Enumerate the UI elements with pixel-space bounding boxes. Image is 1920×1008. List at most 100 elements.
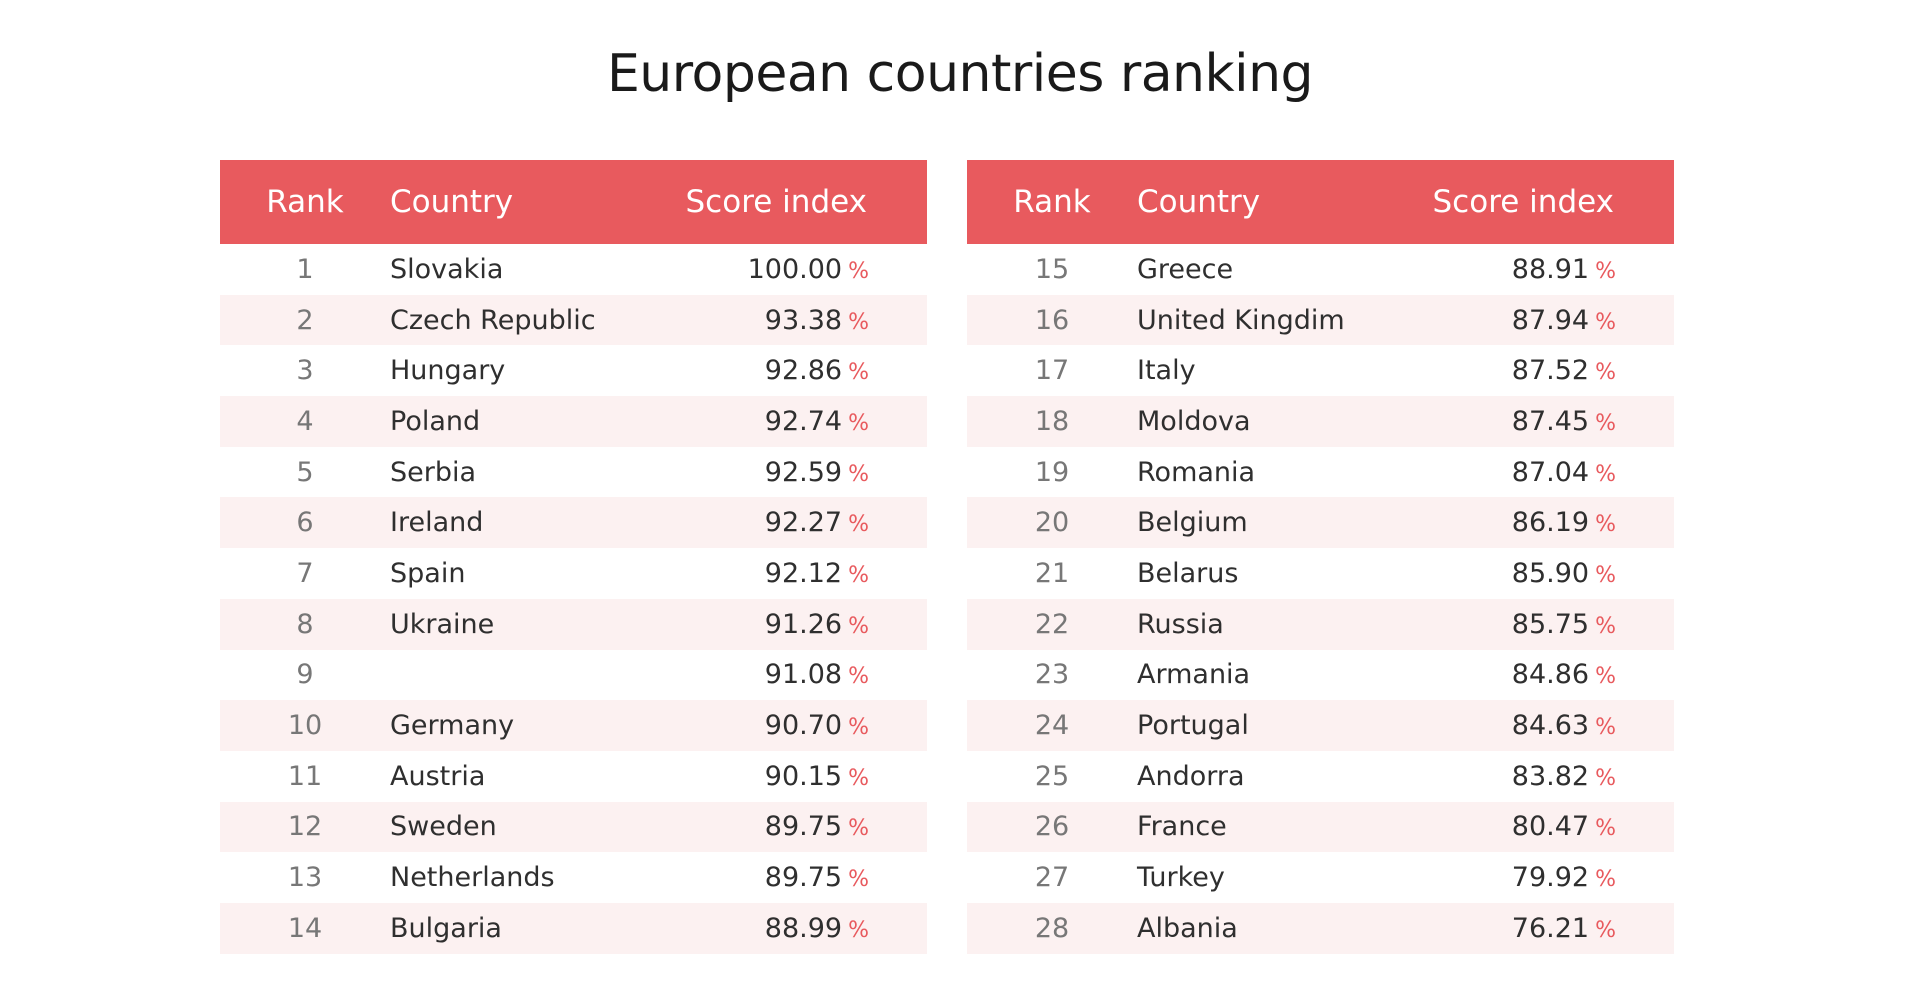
- table-row: 17 Italy 87.52%: [967, 345, 1674, 396]
- rank-cell: 9: [296, 659, 314, 691]
- score-cell: 92.74%: [657, 406, 927, 437]
- table-row: 6 Ireland 92.27%: [220, 497, 927, 549]
- table-row: 8 Ukraine 91.26%: [220, 598, 927, 650]
- country-cell: Serbia: [390, 456, 477, 488]
- percent-sign: %: [1595, 867, 1616, 893]
- percent-sign: %: [1595, 613, 1616, 639]
- score-value: 76.21: [1511, 912, 1590, 944]
- score-value: 92.12: [764, 557, 843, 589]
- percent-sign: %: [848, 461, 869, 487]
- country-cell: Bulgaria: [390, 912, 502, 944]
- country-cell: Spain: [390, 557, 466, 589]
- ranking-table-left: Rank Country Score index 1 Slovakia 100.00…: [220, 160, 927, 954]
- rank-cell: 2: [296, 304, 314, 336]
- table-row: 18 Moldova 87.45%: [967, 396, 1674, 447]
- score-value: 87.52: [1511, 355, 1590, 387]
- header-score-index[interactable]: Score index: [685, 184, 868, 220]
- rank-cell: 16: [1034, 304, 1070, 336]
- country-cell: Andorra: [1137, 760, 1245, 792]
- score-value: 88.91: [1511, 253, 1590, 285]
- score-value: 79.92: [1511, 862, 1590, 894]
- rank-cell: 18: [1034, 405, 1070, 437]
- table-header: Rank Country Score index: [220, 160, 927, 244]
- score-cell: 90.15%: [657, 761, 927, 792]
- ranking-table-right: Rank Country Score index 15 Greece 88.91% 1…: [967, 160, 1674, 954]
- percent-sign: %: [848, 715, 869, 741]
- percent-sign: %: [848, 410, 869, 436]
- country-cell: Armania: [1137, 659, 1251, 691]
- score-value: 92.59: [764, 456, 843, 488]
- score-value: 100.00: [747, 253, 843, 285]
- rank-cell: 23: [1034, 659, 1070, 691]
- score-cell: 90.70%: [657, 710, 927, 741]
- country-cell: France: [1137, 811, 1227, 843]
- table-row: 5 Serbia 92.59%: [220, 447, 927, 498]
- score-value: 87.04: [1511, 456, 1590, 488]
- table-row: 28 Albania 76.21%: [967, 902, 1674, 954]
- rank-cell: 26: [1034, 811, 1070, 843]
- score-value: 89.75: [764, 862, 843, 894]
- rank-cell: 19: [1034, 456, 1070, 488]
- score-cell: 84.63%: [1404, 710, 1674, 741]
- country-cell: Slovakia: [390, 253, 504, 285]
- score-value: 93.38: [764, 304, 843, 336]
- score-value: 92.27: [764, 507, 843, 539]
- country-cell: Turkey: [1137, 862, 1225, 894]
- rank-cell: 28: [1034, 912, 1070, 944]
- table-row: 13 Netherlands 89.75%: [220, 852, 927, 903]
- country-cell: Greece: [1137, 253, 1234, 285]
- percent-sign: %: [1595, 917, 1616, 943]
- header-score-index[interactable]: Score index: [1432, 184, 1615, 220]
- percent-sign: %: [848, 258, 869, 284]
- score-value: 89.75: [764, 811, 843, 843]
- header-rank[interactable]: Rank: [266, 184, 344, 220]
- country-cell: Portugal: [1137, 710, 1249, 742]
- percent-sign: %: [848, 867, 869, 893]
- table-row: 24 Portugal 84.63%: [967, 700, 1674, 751]
- percent-sign: %: [1595, 512, 1616, 538]
- rank-cell: 24: [1034, 710, 1070, 742]
- score-cell: 85.75%: [1404, 609, 1674, 640]
- header-rank[interactable]: Rank: [1013, 184, 1091, 220]
- percent-sign: %: [848, 664, 869, 690]
- score-cell: 80.47%: [1404, 811, 1674, 842]
- percent-sign: %: [1595, 816, 1616, 842]
- score-cell: 79.92%: [1404, 862, 1674, 893]
- rank-cell: 21: [1034, 557, 1070, 589]
- percent-sign: %: [848, 917, 869, 943]
- score-value: 86.19: [1511, 507, 1590, 539]
- percent-sign: %: [848, 613, 869, 639]
- country-cell: Russia: [1137, 608, 1224, 640]
- country-cell: Belgium: [1137, 507, 1248, 539]
- rank-cell: 6: [296, 507, 314, 539]
- score-cell: 88.91%: [1404, 254, 1674, 285]
- score-cell: 93.38%: [657, 305, 927, 336]
- score-value: 92.74: [764, 405, 843, 437]
- rank-cell: 8: [296, 608, 314, 640]
- score-cell: 89.75%: [657, 811, 927, 842]
- score-value: 91.08: [764, 659, 843, 691]
- score-value: 83.82: [1511, 760, 1590, 792]
- country-cell: Sweden: [390, 811, 497, 843]
- country-cell: Netherlands: [390, 862, 555, 894]
- score-cell: 85.90%: [1404, 558, 1674, 589]
- score-cell: 86.19%: [1404, 507, 1674, 538]
- score-cell: 84.86%: [1404, 659, 1674, 690]
- score-cell: 87.45%: [1404, 406, 1674, 437]
- percent-sign: %: [848, 360, 869, 386]
- header-country[interactable]: Country: [1137, 184, 1261, 220]
- percent-sign: %: [1595, 309, 1616, 335]
- header-country[interactable]: Country: [390, 184, 514, 220]
- rank-cell: 5: [296, 456, 314, 488]
- percent-sign: %: [848, 512, 869, 538]
- country-cell: Romania: [1137, 456, 1256, 488]
- percent-sign: %: [1595, 258, 1616, 284]
- score-cell: 88.99%: [657, 913, 927, 944]
- percent-sign: %: [848, 309, 869, 335]
- table-row: 7 Spain 92.12%: [220, 548, 927, 599]
- percent-sign: %: [1595, 461, 1616, 487]
- country-cell: Hungary: [390, 355, 506, 387]
- table-row: 20 Belgium 86.19%: [967, 497, 1674, 549]
- score-value: 91.26: [764, 608, 843, 640]
- table-row: 9 91.08%: [220, 650, 927, 701]
